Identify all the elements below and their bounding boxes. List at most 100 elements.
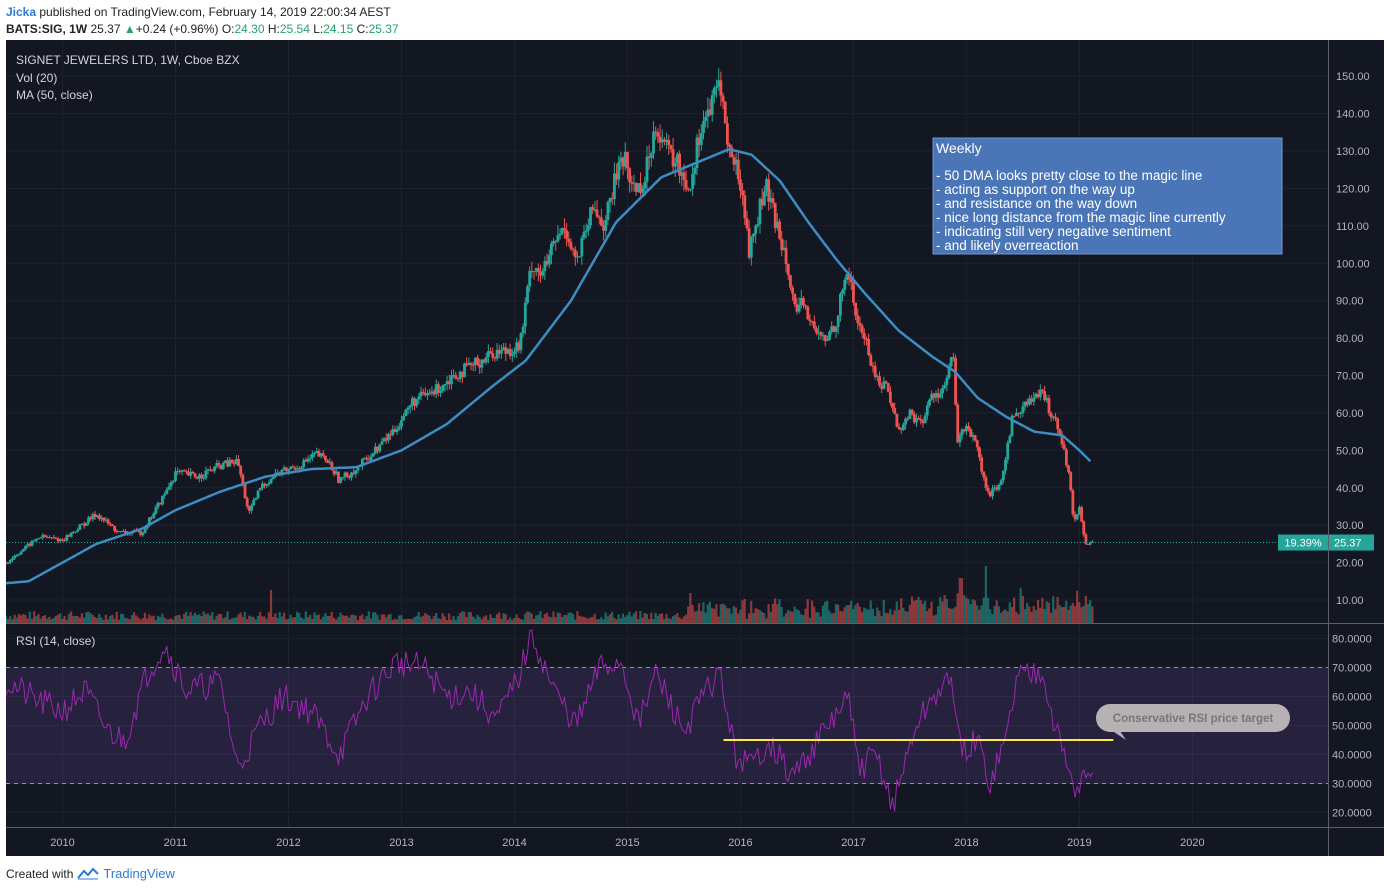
volume-bar <box>641 617 644 623</box>
candle-body <box>558 233 562 236</box>
candle-body <box>919 419 923 421</box>
candle-body <box>95 515 99 518</box>
candle-body <box>117 531 121 533</box>
candle-body <box>856 315 860 323</box>
candle-body <box>447 381 451 385</box>
volume-bar <box>841 611 844 623</box>
volume-bar <box>752 613 755 623</box>
candle-body <box>941 387 944 394</box>
candle-body <box>708 109 712 115</box>
ohlc-line: BATS:SIG, 1W 25.37 ▲+0.24 (+0.96%) O:24.… <box>6 22 399 36</box>
volume-bar <box>352 614 355 623</box>
candle-body <box>476 357 479 366</box>
volume-bar <box>478 616 481 623</box>
candle-body <box>100 517 104 520</box>
volume-bar <box>928 608 931 623</box>
volume-bar <box>17 614 21 623</box>
candle-body <box>32 540 36 542</box>
volume-bar <box>474 618 477 623</box>
volume-bar <box>728 608 731 623</box>
candle-body <box>815 328 818 334</box>
volume-bar <box>793 606 796 623</box>
volume-bar <box>537 614 540 623</box>
candle-body <box>656 132 660 137</box>
volume-bar <box>291 617 294 623</box>
candle-body <box>41 534 45 538</box>
volume-bar <box>135 615 138 623</box>
candle-body <box>495 349 499 359</box>
volume-bar <box>617 614 620 623</box>
candle-body <box>78 524 82 530</box>
volume-bar <box>1056 596 1059 623</box>
volume-bar <box>789 611 792 623</box>
candle-body <box>178 470 182 472</box>
candle-body <box>552 240 555 244</box>
candle-body <box>371 453 375 457</box>
volume-bar <box>532 618 536 623</box>
x-tick-label: 2012 <box>276 837 300 849</box>
candle-body <box>500 350 503 354</box>
volume-bar <box>854 605 857 623</box>
volume-bar <box>769 611 772 623</box>
candle-body <box>908 409 912 419</box>
volume-bar <box>200 616 203 623</box>
volume-bar <box>324 613 327 623</box>
volume-bar <box>487 619 490 623</box>
candle-body <box>1010 415 1014 436</box>
candle-body <box>795 304 799 312</box>
chart-area[interactable]: 19.39% 25.37 10.00 20.00 30.00 40.00 50.00 60.0… <box>6 40 1384 856</box>
candle-body <box>217 463 221 465</box>
volume-bar <box>72 616 75 623</box>
volume-bar <box>654 612 657 623</box>
volume-bar <box>245 619 249 623</box>
price-tick-label: 150.00 <box>1336 71 1370 83</box>
volume-bar <box>202 611 205 623</box>
annotation-line: - 50 DMA looks pretty close to the magic… <box>936 168 1202 183</box>
volume-bar <box>556 612 559 623</box>
candle-body <box>189 471 193 476</box>
candle-body <box>369 456 373 461</box>
volume-bar <box>389 613 392 623</box>
rsi-callout-label: Conservative RSI price target <box>1113 713 1274 725</box>
candle-body <box>662 139 666 142</box>
candle-body <box>143 528 147 533</box>
x-tick-label: 2020 <box>1180 837 1204 849</box>
volume-bar <box>24 614 27 623</box>
author-name[interactable]: Jicka <box>6 5 37 19</box>
candle-body <box>1054 416 1057 419</box>
candle-body <box>997 485 1001 490</box>
candle-body <box>539 272 542 276</box>
candle-body <box>621 157 625 167</box>
volume-bar <box>419 616 423 623</box>
candle-body <box>293 467 297 470</box>
volume-bar <box>63 615 66 623</box>
candle-body <box>623 151 627 167</box>
volume-bar <box>317 614 320 623</box>
candle-body <box>778 221 781 239</box>
volume-bar <box>826 600 829 623</box>
candle-body <box>862 333 866 339</box>
volume-bar <box>406 618 409 623</box>
volume-bar <box>958 578 961 623</box>
footer-brand[interactable]: TradingView <box>103 866 175 881</box>
candle-body <box>1001 470 1005 481</box>
volume-bar <box>1034 609 1037 623</box>
high-label: H: <box>267 22 280 36</box>
volume-bar <box>823 601 827 623</box>
candle-body <box>80 523 84 525</box>
candle-body <box>234 459 238 465</box>
candle-body <box>723 101 727 124</box>
volume-bar <box>239 612 242 623</box>
volume-bar <box>710 607 714 623</box>
volume-bar <box>424 612 427 623</box>
candle-body <box>695 137 699 169</box>
candle-body <box>571 248 575 250</box>
candle-body <box>726 123 729 145</box>
candle-body <box>328 462 332 464</box>
volume-bar <box>860 611 864 623</box>
volume-bar <box>839 610 842 623</box>
candle-body <box>302 460 306 468</box>
volume-bar <box>763 613 766 623</box>
candle-body <box>910 409 914 415</box>
volume-bar <box>369 618 373 623</box>
